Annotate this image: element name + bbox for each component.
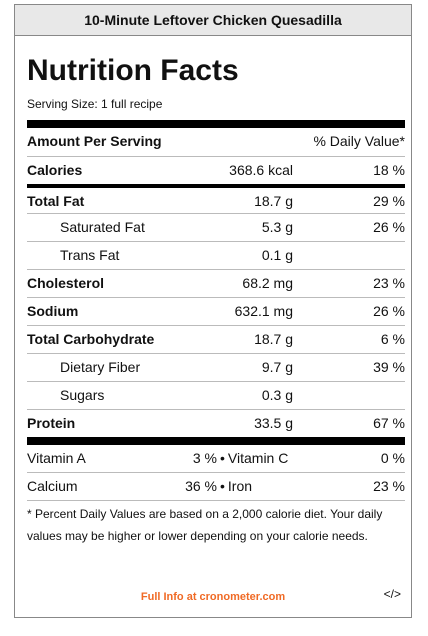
nutrient-dv: 18 % [373, 162, 405, 178]
nutrient-rows: Calories 368.6 kcal 18 % Total Fat 18.7 g 29 … [27, 156, 405, 437]
nutrient-row: Dietary Fiber 9.7 g 39 % [27, 353, 405, 381]
nutrient-name: Cholesterol [27, 275, 105, 291]
nutrient-row: Total Fat 18.7 g 29 % [27, 184, 405, 213]
vitamin-name: Vitamin A [27, 450, 86, 466]
nutrient-row: Trans Fat 0.1 g [27, 241, 405, 269]
nutrient-name: Total Carbohydrate [27, 331, 155, 347]
nutrient-amount: 68.2 mg [242, 275, 293, 291]
nutrient-dv: 6 % [380, 331, 405, 347]
embed-button[interactable]: </> [383, 587, 401, 601]
nutrient-row: Protein 33.5 g 67 % [27, 409, 405, 437]
vitamin-dv: 0 % [380, 450, 405, 466]
nutrient-amount: 18.7 g [254, 193, 293, 209]
nutrient-amount: 9.7 g [261, 359, 293, 375]
nutrient-name: Trans Fat [60, 247, 120, 263]
amount-header-row: Amount Per Serving % Daily Value* [27, 128, 405, 156]
nutrition-label: 10-Minute Leftover Chicken Quesadilla Nu… [14, 4, 412, 618]
separator: • [220, 478, 225, 494]
nutrient-dv: 26 % [373, 303, 405, 319]
nutrient-amount: 0.1 g [261, 247, 293, 263]
recipe-title: 10-Minute Leftover Chicken Quesadilla [15, 5, 411, 36]
vitamin-rows: Vitamin A 3 % • Vitamin C 0 % Calcium 36 % • Iro… [27, 445, 405, 500]
nutrient-name: Sugars [60, 387, 105, 403]
nutrient-name: Total Fat [27, 193, 85, 209]
nutrient-row: Sugars 0.3 g [27, 381, 405, 409]
cronometer-link[interactable]: Full Info at cronometer.com [140, 591, 286, 603]
vitamin-dv: 36 % [185, 478, 217, 494]
label-title: Nutrition Facts [27, 54, 239, 87]
nutrient-amount: 0.3 g [261, 387, 293, 403]
label-body: Nutrition Facts Serving Size: 1 full rec… [27, 36, 405, 547]
nutrient-dv [293, 242, 405, 269]
nutrient-dv: 26 % [373, 219, 405, 235]
divider [27, 437, 405, 445]
vitamin-name: Iron [227, 478, 253, 494]
vitamin-dv: 3 % [192, 450, 217, 466]
vitamin-name: Vitamin C [227, 450, 289, 466]
nutrient-row: Calories 368.6 kcal 18 % [27, 156, 405, 184]
amount-header: Amount Per Serving [27, 133, 162, 149]
nutrient-dv: 29 % [373, 193, 405, 209]
separator: • [220, 450, 225, 466]
nutrient-name: Calories [27, 162, 83, 178]
nutrient-amount: 632.1 mg [234, 303, 293, 319]
nutrient-amount: 368.6 kcal [229, 162, 293, 178]
nutrient-name: Saturated Fat [60, 219, 145, 235]
vitamin-dv: 23 % [373, 478, 405, 494]
nutrient-amount: 5.3 g [261, 219, 293, 235]
nutrient-dv: 39 % [373, 359, 405, 375]
nutrient-name: Sodium [27, 303, 79, 319]
nutrient-amount: 18.7 g [254, 331, 293, 347]
serving-size: Serving Size: 1 full recipe [27, 97, 163, 111]
nutrient-row: Cholesterol 68.2 mg 23 % [27, 269, 405, 297]
nutrient-dv: 67 % [373, 415, 405, 431]
nutrient-dv: 23 % [373, 275, 405, 291]
nutrient-row: Sodium 632.1 mg 26 % [27, 297, 405, 325]
vitamin-row: Vitamin A 3 % • Vitamin C 0 % [27, 445, 405, 472]
divider [27, 120, 405, 128]
vitamin-name: Calcium [27, 478, 78, 494]
nutrient-name: Dietary Fiber [60, 359, 141, 375]
vitamin-row: Calcium 36 % • Iron 23 % [27, 472, 405, 500]
nutrient-amount: 33.5 g [254, 415, 293, 431]
footnote: * Percent Daily Values are based on a 2,… [27, 500, 405, 547]
nutrient-dv [293, 382, 405, 409]
nutrient-row: Total Carbohydrate 18.7 g 6 % [27, 325, 405, 353]
dv-header: % Daily Value* [313, 133, 405, 149]
nutrient-row: Saturated Fat 5.3 g 26 % [27, 213, 405, 241]
nutrient-name: Protein [27, 415, 76, 431]
